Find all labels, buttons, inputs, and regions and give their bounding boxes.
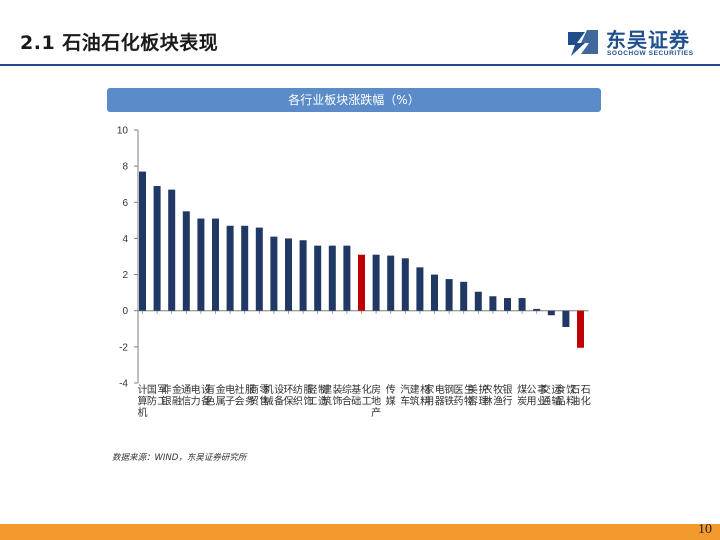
bar-2 — [153, 186, 161, 311]
x-category-label: 国防军工 — [147, 384, 168, 408]
x-category-label: 汽车 — [400, 383, 410, 408]
x-category-label: 电力设备 — [191, 383, 212, 408]
soochow-logo-icon — [568, 30, 598, 56]
x-category-label: 银行 — [503, 383, 513, 408]
x-category-label: 食品饮料 — [556, 383, 577, 408]
bar-13 — [314, 245, 322, 311]
bar-6 — [212, 218, 219, 311]
bar-27 — [518, 298, 526, 311]
x-category-label: 传媒 — [386, 384, 396, 408]
bar-3 — [168, 189, 176, 311]
x-category-label: 非银金融 — [161, 383, 182, 408]
x-category-label: 房地产 — [371, 383, 381, 419]
x-category-label: 公用事业 — [526, 383, 547, 408]
bar-22 — [445, 279, 453, 311]
y-tick-label: 2 — [122, 270, 128, 281]
x-category-label: 商贸零售 — [249, 383, 269, 408]
footer-bar — [0, 524, 720, 540]
page-number: 10 — [698, 522, 712, 537]
logo-chinese-name: 东吴证券 — [606, 28, 690, 52]
header-divider — [0, 64, 720, 66]
x-category-label: 建筑装饰 — [322, 383, 343, 408]
industry-returns-bar-chart: 10 8 6 4 2 0 -2 -4 计算机国防军工非银金融通信电力设备有色金属电子社会服务商贸… — [117, 126, 591, 420]
bar-15 — [343, 245, 351, 311]
x-category-label: 石油石化 — [570, 385, 591, 408]
y-tick-label: 6 — [122, 198, 128, 209]
x-category-label: 机械设备 — [264, 383, 285, 408]
x-category-label: 建筑材料 — [410, 383, 431, 408]
x-category-label: 计算机 — [138, 383, 148, 419]
bar-19 — [401, 258, 409, 311]
bar-29 — [547, 310, 555, 316]
bar-18 — [387, 255, 395, 311]
bar-31 — [577, 310, 584, 348]
x-category-label: 基础化工 — [351, 383, 372, 408]
x-category-label: 纺织服饰 — [293, 383, 314, 408]
logo-english-name: SOOCHOW SECURITIES — [607, 50, 694, 57]
x-category-label: 煤炭 — [517, 383, 527, 408]
x-category-label: 医药生物 — [453, 383, 474, 408]
x-category-label: 综合 — [342, 383, 352, 408]
y-tick-label: 10 — [117, 126, 129, 137]
bar-1 — [139, 171, 146, 311]
bar-7 — [226, 225, 234, 311]
x-category-label: 农林牧渔 — [483, 383, 504, 408]
x-category-label: 美容护理 — [468, 383, 489, 408]
y-tick-label: 0 — [122, 306, 128, 317]
bar-21 — [431, 274, 438, 311]
bar-28 — [533, 308, 541, 311]
source-note: 数据来源：WIND，东吴证券研究所 — [112, 453, 247, 463]
bar-25 — [489, 296, 497, 311]
bar-14 — [328, 245, 336, 311]
bar-20 — [416, 267, 424, 311]
x-category-label: 通信 — [181, 384, 191, 408]
bar-12 — [299, 240, 307, 311]
bar-17 — [372, 254, 380, 311]
bar-10 — [270, 236, 278, 311]
bar-16 — [358, 254, 365, 311]
bar-5 — [197, 218, 205, 311]
y-tick-label: -2 — [119, 342, 128, 353]
x-category-label: 钢铁 — [444, 383, 454, 408]
page-title: 2.1 石油石化板块表现 — [20, 32, 219, 54]
bar-26 — [504, 298, 511, 311]
company-logo: 东吴证券 SOOCHOW SECURITIES — [565, 24, 710, 62]
chart-title-banner: 各行业板块涨跌幅（%） — [107, 88, 601, 112]
bar-9 — [255, 227, 263, 311]
y-tick-label: 8 — [122, 162, 128, 173]
x-category-label: 环保 — [284, 385, 294, 408]
bar-30 — [562, 310, 570, 327]
bar-8 — [241, 225, 249, 311]
x-category-label: 有色金属 — [205, 383, 226, 408]
x-category-label: 家用电器 — [424, 383, 445, 408]
x-category-label: 轻工制造 — [307, 383, 328, 408]
bar-4 — [182, 211, 190, 311]
bar-24 — [474, 291, 482, 311]
x-category-label: 社会服务 — [234, 383, 255, 408]
x-category-label: 交通运输 — [541, 383, 562, 408]
bar-23 — [460, 281, 468, 311]
y-tick-label: 4 — [122, 234, 128, 245]
bar-11 — [285, 238, 292, 311]
x-category-label: 电子 — [225, 383, 235, 408]
y-tick-label: -4 — [119, 379, 128, 390]
